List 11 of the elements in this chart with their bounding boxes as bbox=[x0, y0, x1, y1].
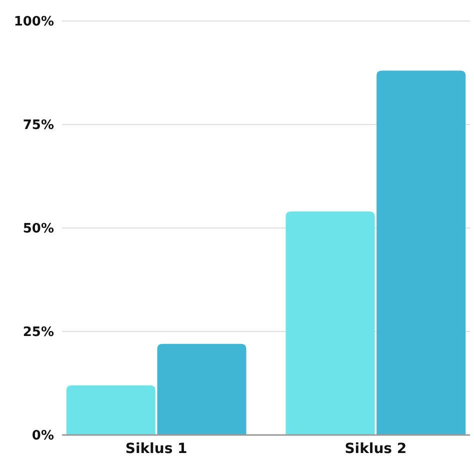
y-tick-label: 50% bbox=[22, 222, 54, 237]
x-tick-label: Siklus 2 bbox=[344, 441, 407, 457]
bar bbox=[66, 385, 156, 435]
bar bbox=[376, 70, 466, 435]
bar bbox=[157, 344, 246, 435]
bar bbox=[286, 211, 375, 435]
y-tick-label: 0% bbox=[32, 428, 54, 444]
y-tick-label: 100% bbox=[14, 14, 54, 30]
x-tick-label: Siklus 1 bbox=[125, 441, 188, 457]
y-tick-label: 25% bbox=[22, 325, 54, 340]
y-tick-label: 75% bbox=[22, 118, 54, 134]
